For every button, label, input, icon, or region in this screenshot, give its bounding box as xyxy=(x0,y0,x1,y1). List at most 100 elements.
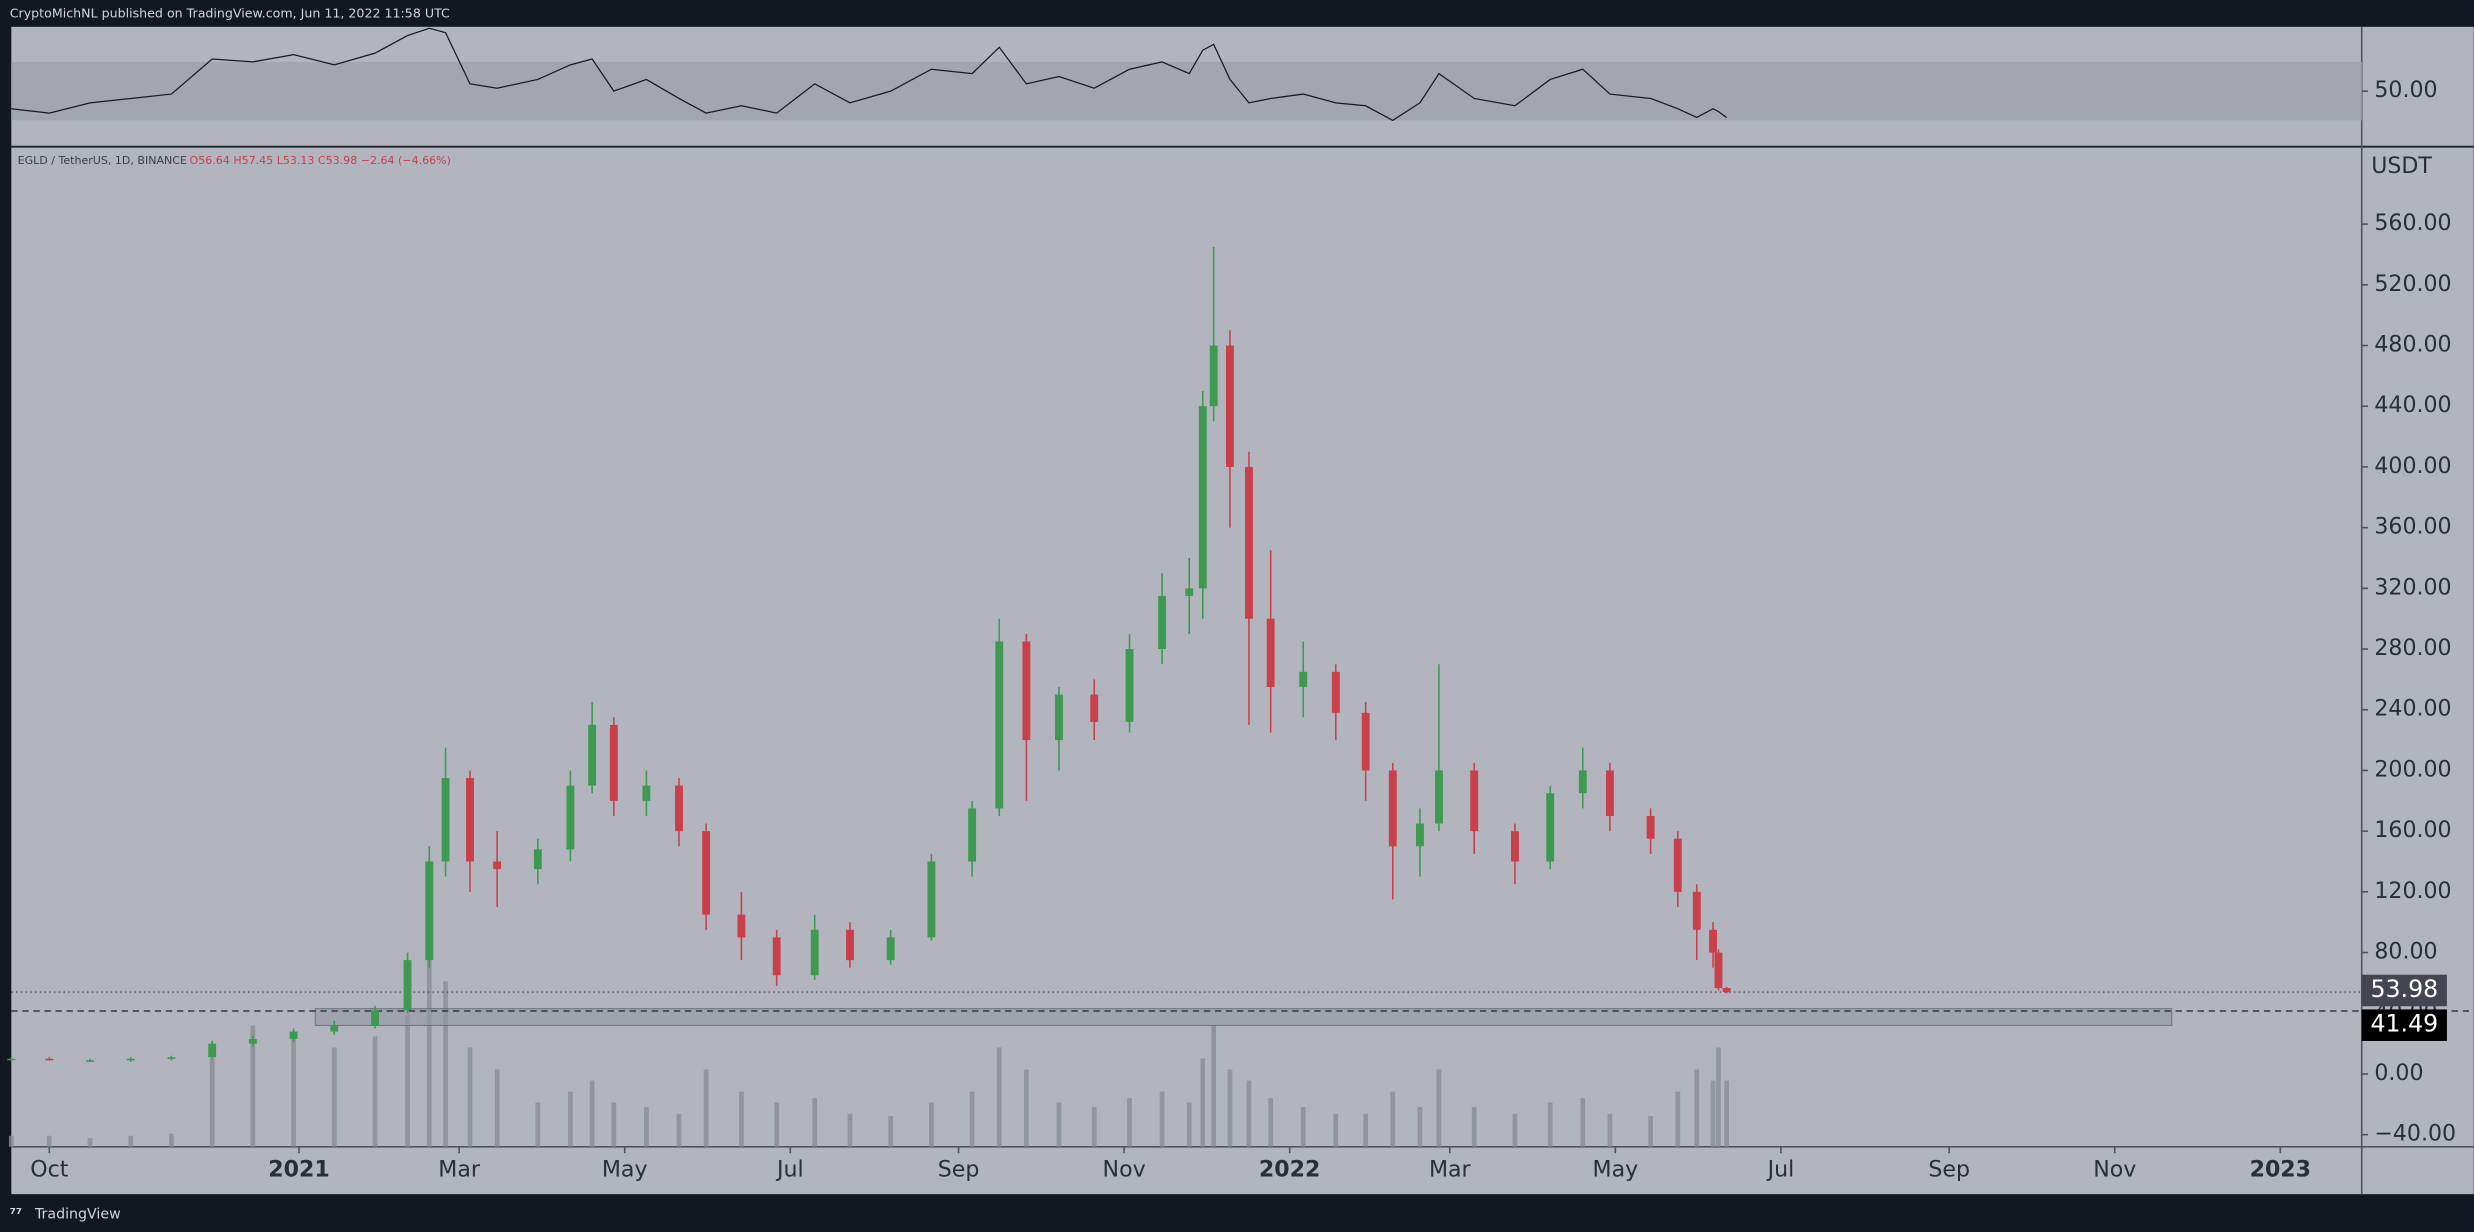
y-tick-label: 160.00 xyxy=(2374,818,2451,843)
candle-body xyxy=(846,929,854,961)
x-tick-label: Sep xyxy=(938,1157,980,1182)
y-tick-label: 480.00 xyxy=(2374,333,2451,358)
rsi-tick-label: 50.00 xyxy=(2374,78,2437,103)
volume-bar xyxy=(1056,1102,1062,1147)
candle-body xyxy=(403,960,412,1011)
x-tick-label: 2021 xyxy=(268,1157,329,1182)
x-tick-label: Nov xyxy=(2093,1157,2136,1182)
candle-body xyxy=(7,1058,16,1061)
volume-bar xyxy=(568,1091,573,1147)
volume-bar xyxy=(644,1107,649,1147)
volume-bar xyxy=(996,1047,1002,1147)
candle-body xyxy=(1125,649,1134,722)
candle-body xyxy=(466,778,474,862)
volume-bar xyxy=(209,1058,215,1147)
candle-body xyxy=(1331,671,1340,713)
rsi-line xyxy=(11,27,1727,122)
candle-body xyxy=(493,861,502,870)
volume-bar xyxy=(1547,1102,1553,1147)
volume-bar xyxy=(467,1047,473,1147)
x-tick-label: May xyxy=(1593,1157,1639,1182)
volume-bar xyxy=(535,1102,541,1147)
volume-bar xyxy=(1186,1102,1192,1147)
y-tick-label: 440.00 xyxy=(2374,393,2451,418)
candle-body xyxy=(208,1043,217,1058)
header: CryptoMichNL published on TradingView.co… xyxy=(10,6,450,21)
candle-body xyxy=(126,1058,135,1061)
candle-body xyxy=(86,1060,94,1062)
candle-body xyxy=(772,937,781,976)
volume-bar xyxy=(1159,1091,1165,1147)
volume-bar xyxy=(1471,1107,1477,1147)
volume-bar xyxy=(1363,1113,1369,1147)
candle-body xyxy=(1245,466,1253,619)
candle-body xyxy=(1646,815,1655,839)
x-tick-label: Nov xyxy=(1103,1157,1146,1182)
volume-bar xyxy=(372,1036,378,1147)
candle-body xyxy=(737,914,746,938)
candle-body xyxy=(675,785,683,832)
volume-bar xyxy=(8,1135,14,1147)
volume-bar xyxy=(250,1025,256,1147)
x-tick-label: May xyxy=(602,1157,648,1182)
candle-body xyxy=(425,861,434,961)
volume-bar xyxy=(405,1014,410,1147)
level-label: 41.49 xyxy=(2370,1010,2438,1038)
volume-bar xyxy=(847,1113,853,1147)
candle-body xyxy=(702,831,711,915)
y-tick-label: 120.00 xyxy=(2374,879,2451,904)
candle-body xyxy=(1185,588,1194,596)
volume-bar xyxy=(1390,1091,1396,1147)
volume-bar xyxy=(739,1091,744,1147)
candle-body xyxy=(248,1039,257,1044)
candle-body xyxy=(566,785,575,850)
candle-body xyxy=(1470,770,1479,832)
candle-body xyxy=(1722,988,1731,993)
candle-body xyxy=(1692,891,1701,930)
volume-bar xyxy=(888,1115,894,1147)
y-tick-label: 400.00 xyxy=(2374,454,2451,479)
candle-body xyxy=(810,929,819,976)
volume-bar xyxy=(611,1102,617,1147)
x-tick-label: 2022 xyxy=(1259,1157,1320,1182)
y-tick-label: 560.00 xyxy=(2374,211,2451,236)
brand: TradingView xyxy=(34,1207,121,1223)
volume-bar xyxy=(774,1102,780,1147)
volume-bar xyxy=(1246,1080,1252,1147)
candle-body xyxy=(1198,406,1207,589)
volume-bar xyxy=(1333,1113,1339,1147)
candle-body xyxy=(927,861,936,938)
candle-body xyxy=(1578,770,1587,794)
volume-bar xyxy=(426,948,432,1147)
volume-bar xyxy=(128,1135,134,1147)
candle-body xyxy=(1605,770,1614,816)
candle-body xyxy=(1158,595,1167,650)
y-tick-label: 80.00 xyxy=(2374,940,2437,965)
y-tick-label: 520.00 xyxy=(2374,272,2451,297)
symbol: EGLD / TetherUS, 1D, BINANCE xyxy=(18,154,187,167)
candle-body xyxy=(1226,345,1234,467)
y-tick-label: 0.00 xyxy=(2374,1061,2423,1086)
candle-body xyxy=(533,849,542,870)
volume-bar xyxy=(1648,1115,1654,1147)
candle-body xyxy=(1090,694,1099,722)
y-tick-label: 360.00 xyxy=(2374,515,2451,540)
y-tick-label: 240.00 xyxy=(2374,697,2451,722)
candle-body xyxy=(1266,618,1275,687)
volume-bar xyxy=(87,1137,93,1147)
volume-bar xyxy=(676,1113,682,1147)
chart-area xyxy=(11,26,2474,1195)
volume-bar xyxy=(929,1102,934,1147)
candle-body xyxy=(995,641,1004,809)
candle-body xyxy=(1714,952,1723,989)
candle-body xyxy=(1361,712,1370,771)
y-tick-label: 200.00 xyxy=(2374,757,2451,782)
volume-bar xyxy=(291,1036,296,1147)
volume-bar xyxy=(1227,1069,1233,1147)
candle-body xyxy=(1434,770,1443,824)
volume-bar xyxy=(1268,1098,1274,1147)
volume-bar xyxy=(1512,1113,1518,1147)
candle-body xyxy=(1415,823,1424,847)
volume-bar xyxy=(169,1133,174,1147)
